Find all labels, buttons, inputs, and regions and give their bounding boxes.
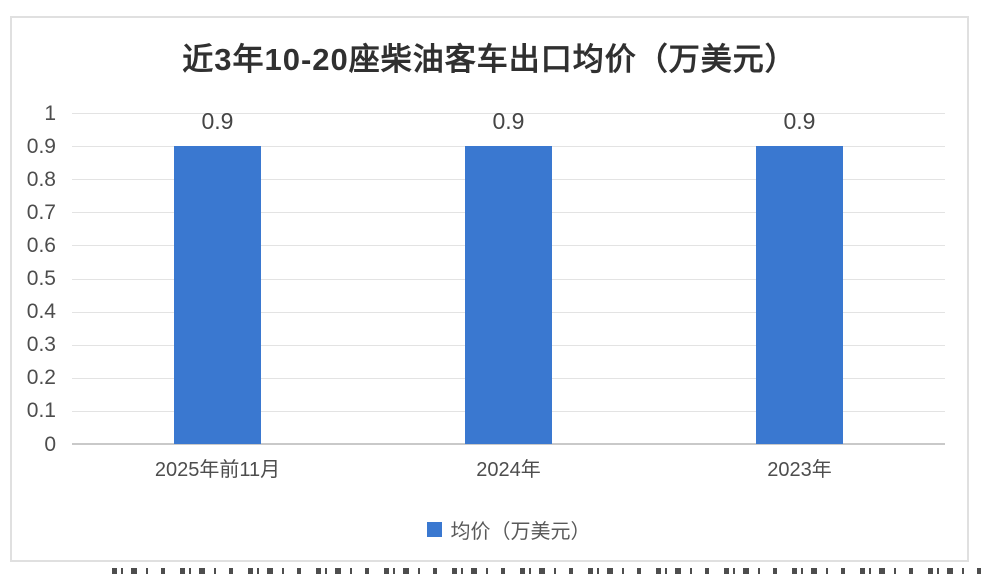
x-axis-tick-label: 2023年	[767, 459, 832, 481]
bar-2023年	[756, 146, 843, 444]
x-axis-tick-label: 2024年	[476, 459, 541, 481]
x-axis-tick-label: 2025年前11月	[154, 459, 281, 481]
y-axis-tick-label: 0.4	[26, 300, 56, 324]
legend-color-swatch-icon	[426, 521, 442, 537]
y-axis-tick-label: 0.5	[26, 267, 56, 290]
bar-2025年前11月	[174, 146, 261, 444]
y-axis-tick-label: 0.9	[26, 134, 56, 158]
y-axis-tick-label: 0.7	[26, 200, 56, 224]
y-axis-tick-label: 0.2	[26, 366, 56, 390]
x-axis-line	[72, 443, 945, 445]
plot-area: 0 0.1 0.2 0.3 0.4 0.5 0.6 0.7 0.8 0.9 1 0.9 2025年前11…	[27, 102, 945, 481]
legend-label: 均价（万美元）	[450, 520, 591, 543]
clipped-caption-text	[112, 568, 984, 574]
y-axis-tick-label: 0.3	[26, 333, 56, 357]
bar-value-label: 0.9	[783, 108, 816, 135]
y-axis-tick-label: 1	[44, 101, 56, 125]
bar-value-label: 0.9	[492, 108, 525, 135]
y-axis-tick-label: 0.6	[26, 233, 56, 257]
y-axis-tick-label: 0.1	[26, 399, 56, 423]
y-axis-tick-label: 0	[44, 432, 56, 456]
chart-card: 近3年10-20座柴油客车出口均价（万美元） 0 0.1 0.2 0.3 0.4 0.5 0…	[10, 16, 969, 562]
legend: 均价（万美元）	[72, 516, 945, 543]
y-axis-tick-label: 0.8	[26, 167, 56, 191]
bar-value-label: 0.9	[201, 108, 234, 135]
chart-title: 近3年10-20座柴油客车出口均价（万美元）	[182, 42, 797, 77]
bar-2024年	[465, 146, 552, 444]
gridline	[72, 113, 945, 114]
